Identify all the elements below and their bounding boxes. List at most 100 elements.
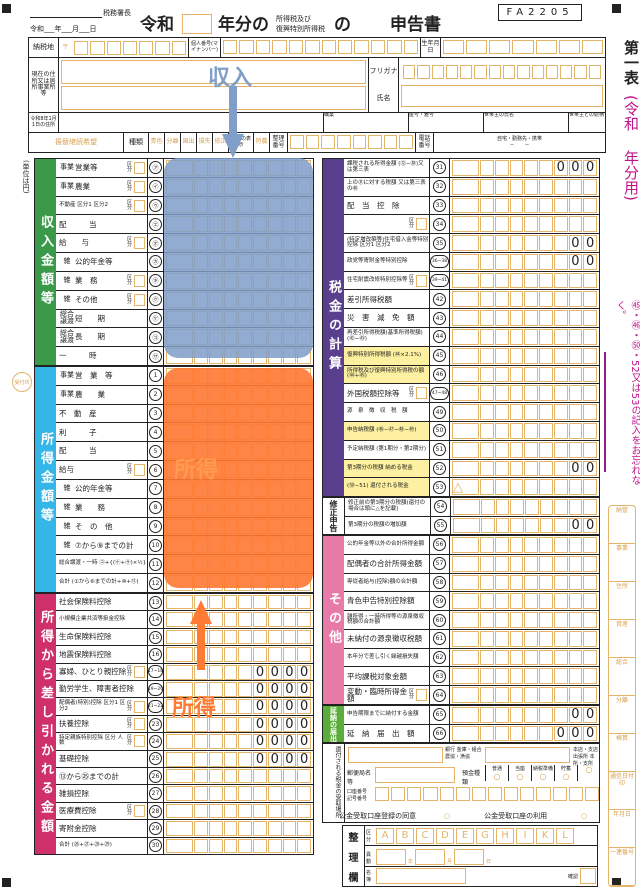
amount-digit[interactable] (297, 838, 311, 854)
kind-option[interactable]: 損失 (197, 133, 213, 152)
amount-digit[interactable] (480, 385, 495, 402)
amount-digit[interactable] (209, 769, 223, 784)
amount-digit[interactable] (253, 769, 267, 784)
amount-digit[interactable] (297, 612, 311, 627)
amount-digit[interactable] (223, 699, 238, 715)
amount-digit[interactable]: 0 (583, 517, 597, 533)
amount-digit[interactable]: 0 (253, 716, 267, 732)
kubun-field[interactable] (134, 735, 145, 748)
amount-digit[interactable] (495, 555, 509, 572)
amount-digit[interactable] (223, 803, 238, 819)
kind-option[interactable]: 青色 (149, 133, 165, 152)
amount-digit[interactable]: 0 (583, 253, 597, 270)
amount-digit[interactable] (583, 178, 597, 195)
amount-digit[interactable] (524, 404, 539, 420)
amount-digit[interactable] (510, 517, 524, 533)
amount-digit[interactable] (209, 699, 223, 715)
amount-digit[interactable] (524, 310, 539, 327)
name-field[interactable] (401, 85, 603, 107)
amount-digit[interactable] (568, 291, 583, 308)
kind-option[interactable]: 国出 (181, 133, 197, 152)
amount-digit[interactable] (495, 310, 509, 327)
amount-digit[interactable] (568, 366, 583, 383)
amount-digit[interactable] (524, 329, 539, 345)
amount-digit[interactable] (166, 699, 194, 715)
amount-digit[interactable] (583, 385, 597, 402)
amount-digit[interactable]: 0 (583, 160, 597, 176)
amount-digit[interactable] (495, 253, 509, 270)
amount-digit[interactable] (509, 574, 524, 591)
amount-digit[interactable] (223, 821, 238, 836)
amount-digit[interactable] (267, 821, 282, 836)
amount-digit[interactable] (539, 630, 553, 647)
amount-digit[interactable] (539, 612, 553, 628)
seiri-letter-box[interactable]: H (496, 827, 514, 844)
amount-digit[interactable] (495, 366, 509, 383)
amount-digit[interactable] (539, 707, 553, 723)
amount-digit[interactable] (452, 385, 480, 402)
seiri-letter-box[interactable]: B (396, 827, 414, 844)
amount-digit[interactable] (510, 499, 524, 515)
idou-month-field[interactable] (415, 848, 446, 865)
amount-digit[interactable] (480, 291, 495, 308)
amount-digit[interactable] (452, 574, 480, 591)
amount-digit[interactable] (452, 235, 480, 251)
occupation-field[interactable]: 職業 (324, 113, 409, 132)
amount-digit[interactable] (480, 310, 495, 327)
amount-digit[interactable] (267, 803, 282, 819)
amount-digit[interactable] (539, 537, 553, 553)
amount-field[interactable] (450, 328, 599, 346)
amount-digit[interactable] (568, 574, 583, 591)
amount-digit[interactable] (452, 668, 480, 685)
amount-digit[interactable] (583, 574, 597, 591)
deposit-type-radio[interactable]: ○ (516, 772, 524, 781)
amount-digit[interactable] (495, 725, 509, 741)
amount-field[interactable] (450, 686, 599, 705)
amount-digit[interactable] (194, 769, 209, 784)
amount-digit[interactable] (554, 517, 568, 533)
amount-digit[interactable] (524, 178, 539, 195)
amount-digit[interactable]: 0 (267, 751, 282, 767)
amount-digit[interactable] (553, 310, 568, 327)
amount-digit[interactable] (509, 291, 524, 308)
amount-digit[interactable] (583, 668, 597, 685)
amount-digit[interactable] (495, 404, 509, 420)
amount-digit[interactable] (223, 612, 238, 627)
amount-digit[interactable] (480, 630, 495, 647)
amount-field[interactable] (450, 196, 599, 215)
amount-digit[interactable] (166, 682, 194, 698)
ref-no-field[interactable] (288, 133, 416, 152)
amount-digit[interactable] (452, 253, 480, 270)
amount-digit[interactable] (495, 272, 509, 289)
amount-digit[interactable] (568, 499, 583, 515)
amount-digit[interactable] (166, 595, 194, 610)
amount-digit[interactable] (495, 479, 509, 496)
amount-field[interactable] (450, 271, 599, 290)
amount-digit[interactable]: △ (452, 479, 480, 496)
amount-digit[interactable] (452, 422, 480, 439)
amount-digit[interactable] (480, 404, 495, 420)
amount-digit[interactable] (583, 555, 597, 572)
amount-digit[interactable] (452, 160, 480, 176)
amount-digit[interactable] (480, 253, 495, 270)
amount-digit[interactable] (453, 517, 481, 533)
amount-digit[interactable] (495, 499, 510, 515)
amount-digit[interactable] (583, 612, 597, 628)
amount-digit[interactable] (253, 612, 267, 627)
amount-digit[interactable] (509, 329, 524, 345)
amount-digit[interactable] (553, 460, 568, 477)
koukin-agree-radio[interactable]: ○ (444, 812, 451, 820)
amount-digit[interactable] (238, 786, 253, 801)
my-number-field[interactable] (221, 38, 421, 57)
amount-digit[interactable] (452, 460, 480, 477)
amount-digit[interactable] (509, 707, 524, 723)
amount-digit[interactable] (480, 178, 495, 195)
seiri-letter-box[interactable]: K (536, 827, 554, 844)
amount-digit[interactable] (194, 716, 209, 732)
amount-digit[interactable] (267, 612, 282, 627)
amount-digit[interactable]: 0 (282, 716, 297, 732)
amount-digit[interactable] (583, 499, 597, 515)
